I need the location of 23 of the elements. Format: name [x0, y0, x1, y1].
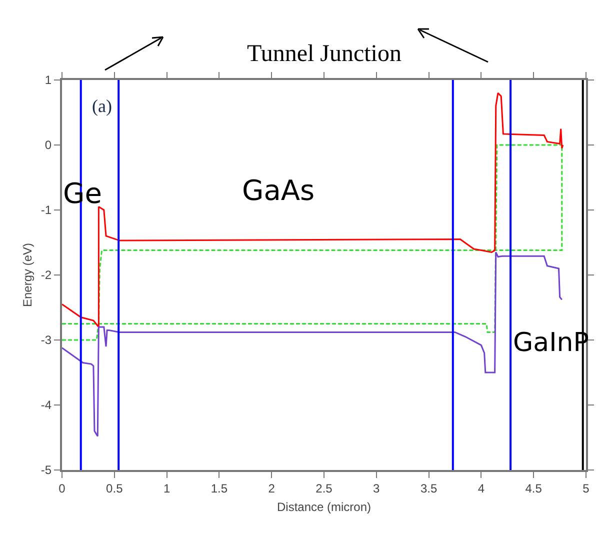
annotation: (a)	[92, 96, 112, 116]
x-tick-label: 1.5	[210, 481, 228, 496]
x-tick-label: 3	[373, 481, 380, 496]
y-axis-title: Energy (eV)	[20, 242, 35, 308]
x-tick-label: 4	[478, 481, 485, 496]
y-tick-label: -1	[40, 203, 52, 218]
x-tick-label: 2.5	[316, 481, 333, 496]
y-tick-label: 0	[44, 138, 52, 152]
x-tick-label: 2	[268, 481, 276, 496]
x-tick-label: 4.5	[525, 481, 542, 496]
y-tick-label: 1	[44, 73, 52, 88]
text: Tunnel Junction	[247, 41, 402, 67]
x-tick-label: 5	[582, 481, 590, 496]
x-axis-title: Distance (micron)	[276, 500, 372, 514]
annotation: GaAs	[242, 174, 315, 207]
y-tick-label: -2	[40, 268, 52, 282]
y-tick-label: -3	[40, 333, 52, 348]
y-tick-label: -5	[40, 463, 52, 478]
x-tick-label: 1	[163, 481, 170, 496]
x-tick-label: 0.5	[106, 481, 124, 496]
y-tick-label: -4	[40, 398, 52, 412]
x-tick-label: 3.5	[420, 481, 438, 496]
x-tick-label: 0	[58, 481, 66, 496]
